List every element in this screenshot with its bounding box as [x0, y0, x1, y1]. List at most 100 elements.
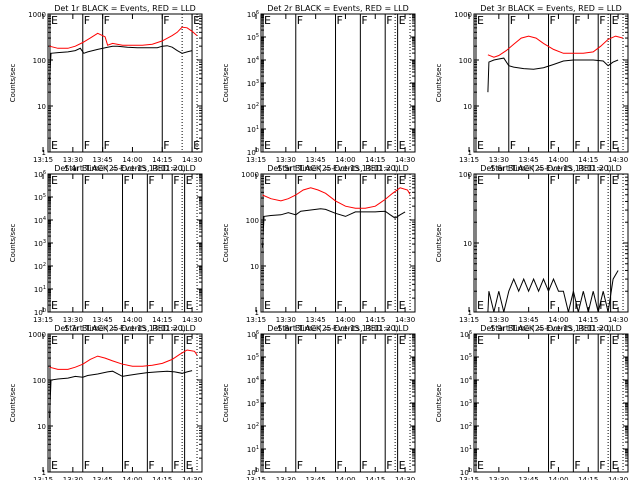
x-tick-label: 14:30: [608, 476, 628, 480]
x-tick-label: 13:15: [459, 316, 479, 324]
x-axis-label: Start Time (25-Oct-15 13:01:20): [490, 324, 611, 333]
x-tick-label: 14:15: [578, 156, 598, 164]
marker-label-top: E: [477, 334, 484, 347]
panel-title: Det 9r BLACK = Events, RED = LLD: [480, 324, 622, 333]
y-tick-label: 106: [460, 330, 472, 339]
x-tick-label: 13:15: [459, 156, 479, 164]
panel-1: Det 1r BLACK = Events, RED = LLDEEFFFFFF…: [9, 4, 203, 173]
marker-label-top: E: [186, 174, 193, 187]
y-tick-label: 100: [247, 148, 259, 157]
marker-label-bottom: E: [399, 459, 406, 472]
panel-title: Det 8r BLACK = Events, RED = LLD: [267, 324, 409, 333]
marker-label-top: F: [337, 174, 343, 187]
x-tick-label: 13:30: [63, 156, 83, 164]
marker-label-top: E: [612, 14, 619, 27]
marker-label-bottom: F: [124, 459, 130, 472]
x-tick-label: 13:45: [519, 156, 539, 164]
x-tick-label: 13:45: [93, 156, 113, 164]
x-tick-label: 13:15: [459, 476, 479, 480]
x-tick-label: 13:15: [246, 156, 266, 164]
marker-label-bottom: F: [386, 459, 392, 472]
y-tick-label: 106: [34, 170, 46, 179]
x-tick-label: 13:45: [306, 156, 326, 164]
y-axis-label: Counts/sec: [9, 384, 17, 423]
y-tick-label: 105: [460, 353, 472, 362]
y-tick-label: 105: [247, 33, 259, 42]
marker-label-top: F: [361, 14, 367, 27]
marker-label-top: F: [297, 14, 303, 27]
x-tick-label: 13:15: [33, 476, 53, 480]
panel-4: Det 4r BLACK = Events, RED = LLDEEFFFFFF…: [9, 164, 203, 333]
x-axis-label: Start Time (25-Oct-15 13:01:20): [64, 324, 185, 333]
y-axis-label: Counts/sec: [222, 384, 230, 423]
y-tick-label: 100: [34, 308, 46, 317]
plot-frame: [47, 173, 203, 313]
x-tick-label: 14:15: [152, 476, 172, 480]
x-tick-label: 14:30: [608, 316, 628, 324]
marker-label-top: F: [599, 14, 605, 27]
x-tick-label: 14:15: [365, 316, 385, 324]
marker-label-top: F: [104, 14, 110, 27]
x-tick-label: 14:30: [395, 156, 415, 164]
x-tick-label: 14:00: [548, 316, 568, 324]
marker-label-top: F: [386, 14, 392, 27]
panel-7: Det 7r BLACK = Events, RED = LLDEEFFFFFF…: [9, 324, 203, 484]
marker-label-bottom: F: [361, 459, 367, 472]
y-axis-label: Counts/sec: [222, 64, 230, 103]
x-tick-label: 13:30: [489, 316, 509, 324]
marker-label-bottom: E: [193, 139, 200, 152]
marker-label-bottom: E: [186, 299, 193, 312]
x-tick-label: 14:15: [152, 316, 172, 324]
y-tick-label: 101: [247, 445, 259, 454]
marker-label-bottom: F: [574, 139, 580, 152]
plot-frame: [260, 333, 416, 473]
y-tick-label: 102: [460, 422, 472, 431]
marker-label-top: F: [574, 14, 580, 27]
marker-label-top: F: [297, 174, 303, 187]
series-events-line: [49, 370, 193, 418]
x-tick-label: 13:45: [519, 476, 539, 480]
x-tick-label: 14:00: [335, 316, 355, 324]
marker-label-bottom: F: [550, 139, 556, 152]
plot-frame: [260, 13, 416, 153]
x-tick-label: 13:45: [93, 316, 113, 324]
x-tick-label: 13:45: [306, 316, 326, 324]
series-lld-line: [49, 349, 198, 370]
y-tick-label: 104: [247, 376, 259, 385]
marker-label-top: E: [399, 14, 406, 27]
marker-label-top: F: [386, 334, 392, 347]
panel-8: Det 8r BLACK = Events, RED = LLDEEFFFFFF…: [222, 324, 416, 484]
y-tick-label: 105: [247, 353, 259, 362]
series-lld-line: [262, 187, 411, 209]
x-tick-label: 13:30: [63, 316, 83, 324]
y-tick-label: 10: [250, 263, 259, 271]
x-tick-label: 13:45: [93, 476, 113, 480]
plot-frame: [47, 13, 203, 153]
marker-label-top: F: [337, 334, 343, 347]
marker-label-top: F: [550, 174, 556, 187]
marker-label-bottom: F: [574, 459, 580, 472]
y-tick-label: 104: [460, 376, 472, 385]
y-tick-label: 100: [33, 57, 46, 65]
marker-label-top: E: [186, 334, 193, 347]
y-axis-label: Counts/sec: [222, 224, 230, 263]
marker-label-top: F: [386, 174, 392, 187]
x-tick-label: 14:30: [395, 316, 415, 324]
marker-label-top: E: [51, 334, 58, 347]
marker-label-bottom: F: [104, 139, 110, 152]
y-tick-label: 100: [246, 217, 259, 225]
y-tick-label: 101: [34, 285, 46, 294]
x-tick-label: 14:00: [548, 476, 568, 480]
panel-3: Det 3r BLACK = Events, RED = LLDEEFFFFFF…: [435, 4, 629, 173]
marker-label-top: F: [361, 174, 367, 187]
x-tick-label: 13:45: [306, 476, 326, 480]
x-tick-label: 14:00: [335, 156, 355, 164]
marker-label-bottom: E: [51, 139, 58, 152]
panel-title: Det 5r BLACK = Events, RED = LLD: [267, 164, 409, 173]
series-events-line: [487, 57, 619, 93]
x-tick-label: 13:30: [276, 476, 296, 480]
x-tick-label: 14:30: [182, 476, 202, 480]
marker-label-bottom: F: [550, 459, 556, 472]
y-axis-label: Counts/sec: [435, 64, 443, 103]
